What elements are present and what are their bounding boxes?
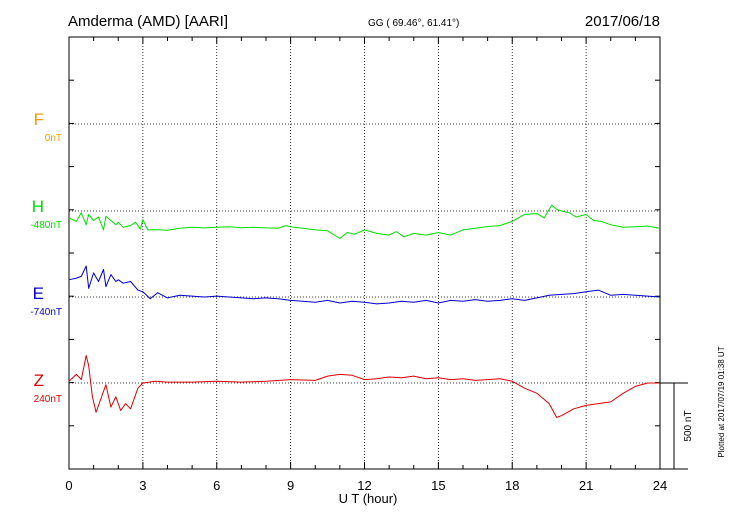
x-tick-labels: 0 3 6 9 12 15 18 21 24 bbox=[65, 478, 667, 493]
component-label-e: E bbox=[33, 284, 44, 303]
geographic-coords: GG ( 69.46°, 61.41°) bbox=[368, 18, 459, 29]
series-line-h bbox=[68, 204, 661, 239]
chart-date: 2017/06/18 bbox=[585, 13, 660, 30]
plotted-note: Plotted at 2017/07/19 01:38 UT bbox=[717, 346, 726, 457]
component-label-h: H bbox=[32, 197, 44, 216]
x-tick-label: 24 bbox=[653, 478, 667, 493]
x-tick-label: 18 bbox=[505, 478, 519, 493]
baseline-label-z: 240nT bbox=[34, 394, 62, 405]
baseline-label-f: 0nT bbox=[45, 133, 62, 144]
series-line-z bbox=[68, 355, 660, 418]
baseline-label-h: -480nT bbox=[30, 220, 62, 231]
baseline-label-e: -740nT bbox=[30, 307, 62, 318]
x-tick-label: 9 bbox=[287, 478, 294, 493]
scale-label: 500 nT bbox=[683, 410, 694, 441]
component-label-f: F bbox=[34, 110, 44, 129]
x-tick-label: 12 bbox=[357, 478, 371, 493]
station-title: Amderma (AMD) [AARI] bbox=[68, 13, 228, 30]
series-line-e bbox=[68, 265, 661, 305]
x-tick-label: 3 bbox=[139, 478, 146, 493]
x-tick-label: 21 bbox=[579, 478, 593, 493]
grid bbox=[69, 37, 660, 469]
component-label-z: Z bbox=[34, 371, 44, 390]
axis-ticks bbox=[68, 36, 661, 470]
series-lines bbox=[68, 204, 661, 418]
x-axis-label: U T (hour) bbox=[339, 491, 398, 506]
x-tick-label: 6 bbox=[213, 478, 220, 493]
x-tick-label: 15 bbox=[431, 478, 445, 493]
x-tick-label: 0 bbox=[65, 478, 72, 493]
